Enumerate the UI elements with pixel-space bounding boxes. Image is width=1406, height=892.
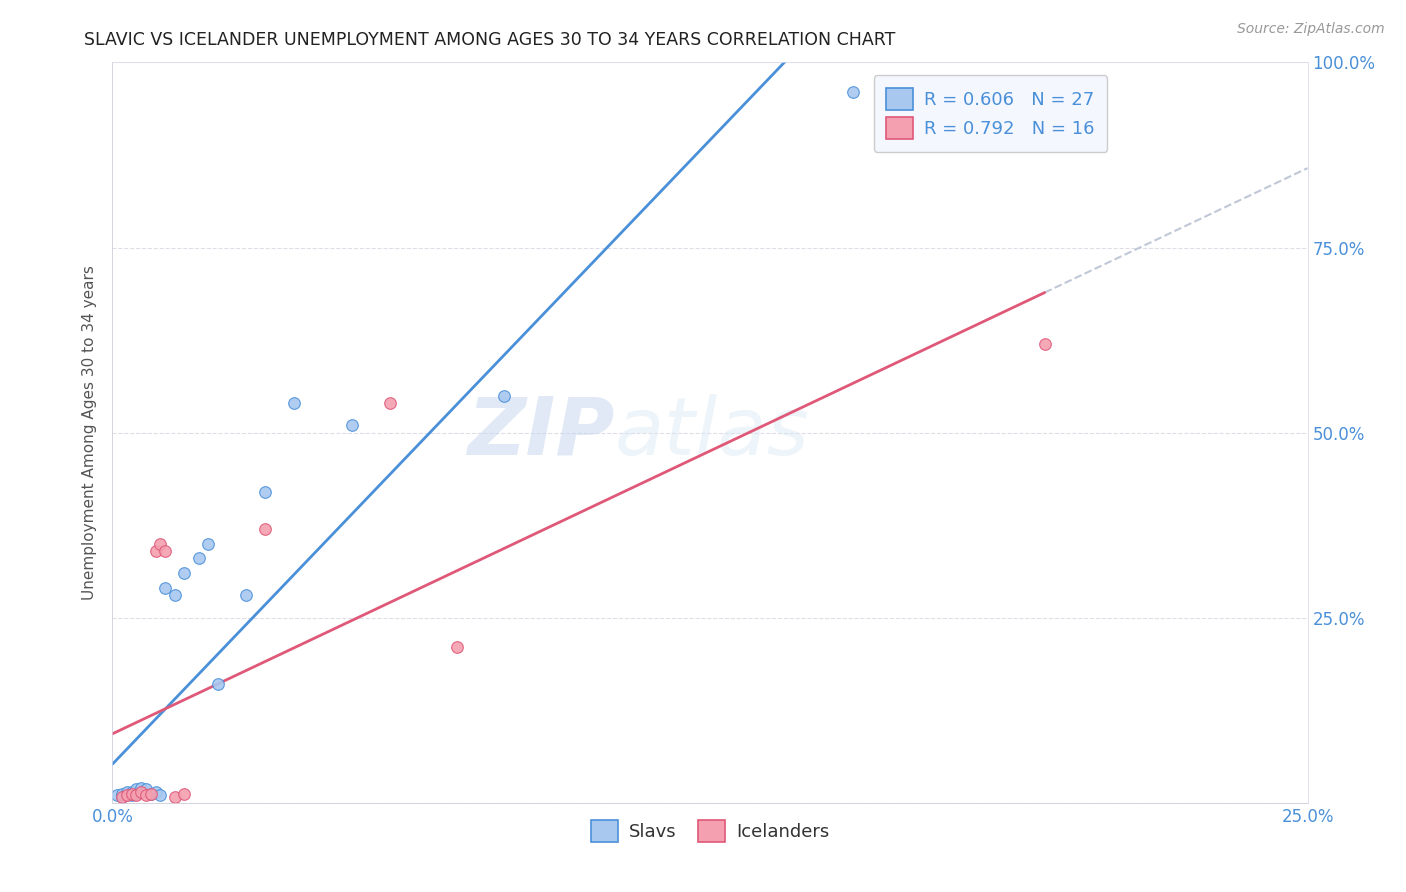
Point	[129, 785, 152, 799]
Point	[1033, 336, 1056, 351]
Point	[378, 396, 401, 410]
Point	[135, 789, 157, 803]
Point	[163, 589, 186, 603]
Point	[139, 787, 162, 801]
Y-axis label: Unemployment Among Ages 30 to 34 years: Unemployment Among Ages 30 to 34 years	[82, 265, 97, 600]
Point	[139, 787, 162, 801]
Point	[254, 484, 277, 499]
Point	[111, 787, 134, 801]
Point	[149, 536, 172, 550]
Point	[111, 789, 134, 804]
Point	[125, 789, 148, 803]
Point	[163, 789, 186, 804]
Point	[129, 785, 152, 799]
Point	[111, 789, 134, 804]
Point	[135, 782, 157, 797]
Text: atlas: atlas	[614, 393, 810, 472]
Point	[842, 85, 865, 99]
Point	[207, 677, 229, 691]
Point	[173, 566, 195, 581]
Point	[149, 789, 172, 803]
Point	[145, 785, 167, 799]
Point	[115, 789, 138, 803]
Text: SLAVIC VS ICELANDER UNEMPLOYMENT AMONG AGES 30 TO 34 YEARS CORRELATION CHART: SLAVIC VS ICELANDER UNEMPLOYMENT AMONG A…	[84, 31, 896, 49]
Point	[187, 551, 209, 566]
Point	[235, 589, 257, 603]
Text: ZIP: ZIP	[467, 393, 614, 472]
Point	[340, 418, 363, 433]
Point	[197, 536, 219, 550]
Point	[446, 640, 468, 655]
Point	[125, 787, 148, 801]
Point	[115, 785, 138, 799]
Point	[153, 581, 176, 595]
Point	[153, 544, 176, 558]
Point	[115, 789, 138, 803]
Point	[121, 787, 143, 801]
Point	[125, 782, 148, 797]
Point	[145, 544, 167, 558]
Point	[173, 787, 195, 801]
Point	[129, 780, 152, 795]
Legend: Slavs, Icelanders: Slavs, Icelanders	[583, 813, 837, 849]
Point	[283, 396, 305, 410]
Text: Source: ZipAtlas.com: Source: ZipAtlas.com	[1237, 22, 1385, 37]
Point	[105, 789, 128, 803]
Point	[494, 388, 516, 402]
Point	[121, 785, 143, 799]
Point	[121, 789, 143, 803]
Point	[254, 522, 277, 536]
